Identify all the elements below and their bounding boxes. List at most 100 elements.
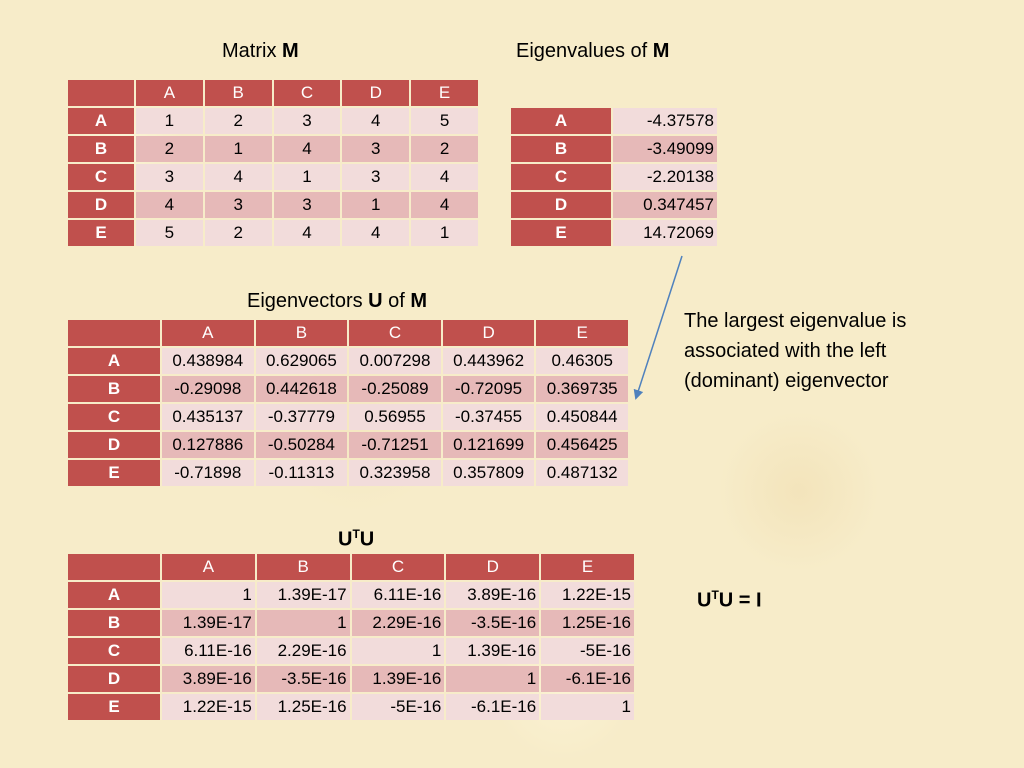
matrix-col-header: E (411, 80, 478, 106)
matrix-row-header: A (68, 108, 134, 134)
matrix-row: D 4 3 3 1 4 (68, 192, 478, 218)
eigenvalue-row: B -3.49099 (511, 136, 717, 162)
eigenvalue-cell: -4.37578 (613, 108, 717, 134)
utu-cell: 3.89E-16 (162, 666, 255, 692)
matrix-table: A B C D E A 1 2 3 4 5 B 2 1 4 3 2 C 3 4 … (66, 78, 480, 248)
eigenvalues-title-name: M (652, 40, 670, 62)
eigenvectors-cell: -0.71251 (349, 432, 441, 458)
eigenvectors-row-header: B (68, 376, 160, 402)
utu-cell: -3.5E-16 (256, 666, 350, 692)
utu-cell: 1 (446, 666, 540, 692)
matrix-cell: 4 (136, 192, 203, 218)
eigenvectors-col-header: D (442, 320, 535, 346)
utu-cell: 1.39E-16 (446, 638, 540, 664)
note-line: (dominant) eigenvector (684, 370, 889, 392)
eigenvectors-cell: 0.487132 (536, 460, 628, 486)
note-line: associated with the left (684, 340, 887, 362)
eigenvectors-row-header: E (68, 460, 160, 486)
eigenvectors-cell: -0.50284 (255, 432, 348, 458)
utu-cell: -6.1E-16 (446, 694, 540, 720)
utu-col-header: D (446, 554, 540, 580)
eigenvalue-row: C -2.20138 (511, 164, 717, 190)
eigenvectors-row-header: A (68, 348, 160, 374)
matrix-cell: 4 (273, 220, 341, 246)
note-line: The largest eigenvalue is (684, 310, 907, 332)
eigenvectors-table: A B C D E A 0.438984 0.629065 0.007298 0… (66, 318, 630, 488)
matrix-cell: 5 (411, 108, 478, 134)
matrix-title: Matrix M (222, 41, 299, 61)
eigenvectors-title-u: U (368, 290, 383, 312)
utu-cell: 6.11E-16 (351, 582, 445, 608)
eigenvectors-row: B -0.29098 0.442618 -0.25089 -0.72095 0.… (68, 376, 628, 402)
eigenvectors-cell: -0.72095 (442, 376, 535, 402)
matrix-cell: 1 (136, 108, 203, 134)
matrix-corner-cell (68, 80, 134, 106)
matrix-col-header: C (273, 80, 341, 106)
matrix-cell: 2 (136, 136, 203, 162)
eigenvectors-cell: 0.369735 (536, 376, 628, 402)
identity-formula: UTU = I (697, 588, 762, 613)
utu-row: E 1.22E-15 1.25E-16 -5E-16 -6.1E-16 1 (68, 694, 634, 720)
utu-table: A B C D E A 1 1.39E-17 6.11E-16 3.89E-16… (66, 552, 636, 722)
matrix-cell: 2 (411, 136, 478, 162)
eigenvectors-cell: 0.443962 (442, 348, 535, 374)
eigenvectors-cell: -0.37455 (442, 404, 535, 430)
eigenvectors-col-header: B (255, 320, 348, 346)
formula-sup: T (711, 588, 719, 602)
utu-corner-cell (68, 554, 160, 580)
matrix-cell: 3 (136, 164, 203, 190)
matrix-row-header: C (68, 164, 134, 190)
utu-cell: -5E-16 (351, 694, 445, 720)
eigenvectors-cell: 0.121699 (442, 432, 535, 458)
utu-cell: 1.39E-17 (162, 610, 255, 636)
eigenvectors-row-header: D (68, 432, 160, 458)
utu-cell: 1 (541, 694, 634, 720)
matrix-cell: 1 (411, 220, 478, 246)
utu-cell: -6.1E-16 (541, 666, 634, 692)
matrix-cell: 2 (204, 108, 272, 134)
matrix-cell: 3 (273, 192, 341, 218)
eigenvectors-cell: 0.629065 (255, 348, 348, 374)
utu-cell: -5E-16 (541, 638, 634, 664)
eigenvectors-col-header: E (536, 320, 628, 346)
eigenvectors-cell: 0.46305 (536, 348, 628, 374)
matrix-cell: 3 (204, 192, 272, 218)
eigenvectors-cell: -0.11313 (255, 460, 348, 486)
matrix-row-header: D (68, 192, 134, 218)
utu-col-header: B (256, 554, 350, 580)
eigenvalue-row: A -4.37578 (511, 108, 717, 134)
matrix-row: B 2 1 4 3 2 (68, 136, 478, 162)
utu-row: C 6.11E-16 2.29E-16 1 1.39E-16 -5E-16 (68, 638, 634, 664)
matrix-cell: 4 (342, 108, 410, 134)
matrix-title-name: M (282, 40, 299, 62)
utu-row-header: E (68, 694, 160, 720)
eigenvectors-cell: 0.127886 (162, 432, 254, 458)
utu-cell: 2.29E-16 (256, 638, 350, 664)
eigenvectors-cell: -0.37779 (255, 404, 348, 430)
matrix-row: E 5 2 4 4 1 (68, 220, 478, 246)
dominant-eigenvector-note: The largest eigenvalue is associated wit… (684, 306, 906, 396)
eigenvectors-title-of: of (382, 290, 411, 312)
matrix-cell: 1 (204, 136, 272, 162)
utu-cell: -3.5E-16 (446, 610, 540, 636)
utu-row-header: D (68, 666, 160, 692)
utu-cell: 1 (256, 610, 350, 636)
utu-row: D 3.89E-16 -3.5E-16 1.39E-16 1 -6.1E-16 (68, 666, 634, 692)
eigenvectors-cell: -0.71898 (162, 460, 254, 486)
utu-title-base: U (338, 528, 353, 551)
eigenvalues-title: Eigenvalues of M (516, 41, 669, 61)
eigenvectors-cell: 0.323958 (349, 460, 441, 486)
eigenvectors-cell: 0.357809 (442, 460, 535, 486)
matrix-cell: 4 (204, 164, 272, 190)
eigenvectors-cell: 0.435137 (162, 404, 254, 430)
eigenvalue-row-header: B (511, 136, 611, 162)
utu-row-header: B (68, 610, 160, 636)
eigenvectors-col-header: A (162, 320, 254, 346)
matrix-header-row: A B C D E (68, 80, 478, 106)
matrix-col-header: B (204, 80, 272, 106)
eigenvectors-row: A 0.438984 0.629065 0.007298 0.443962 0.… (68, 348, 628, 374)
eigenvalue-row-header: D (511, 192, 611, 218)
eigenvalues-title-prefix: Eigenvalues of (516, 40, 653, 62)
eigenvalue-row-header: E (511, 220, 611, 246)
matrix-cell: 1 (342, 192, 410, 218)
